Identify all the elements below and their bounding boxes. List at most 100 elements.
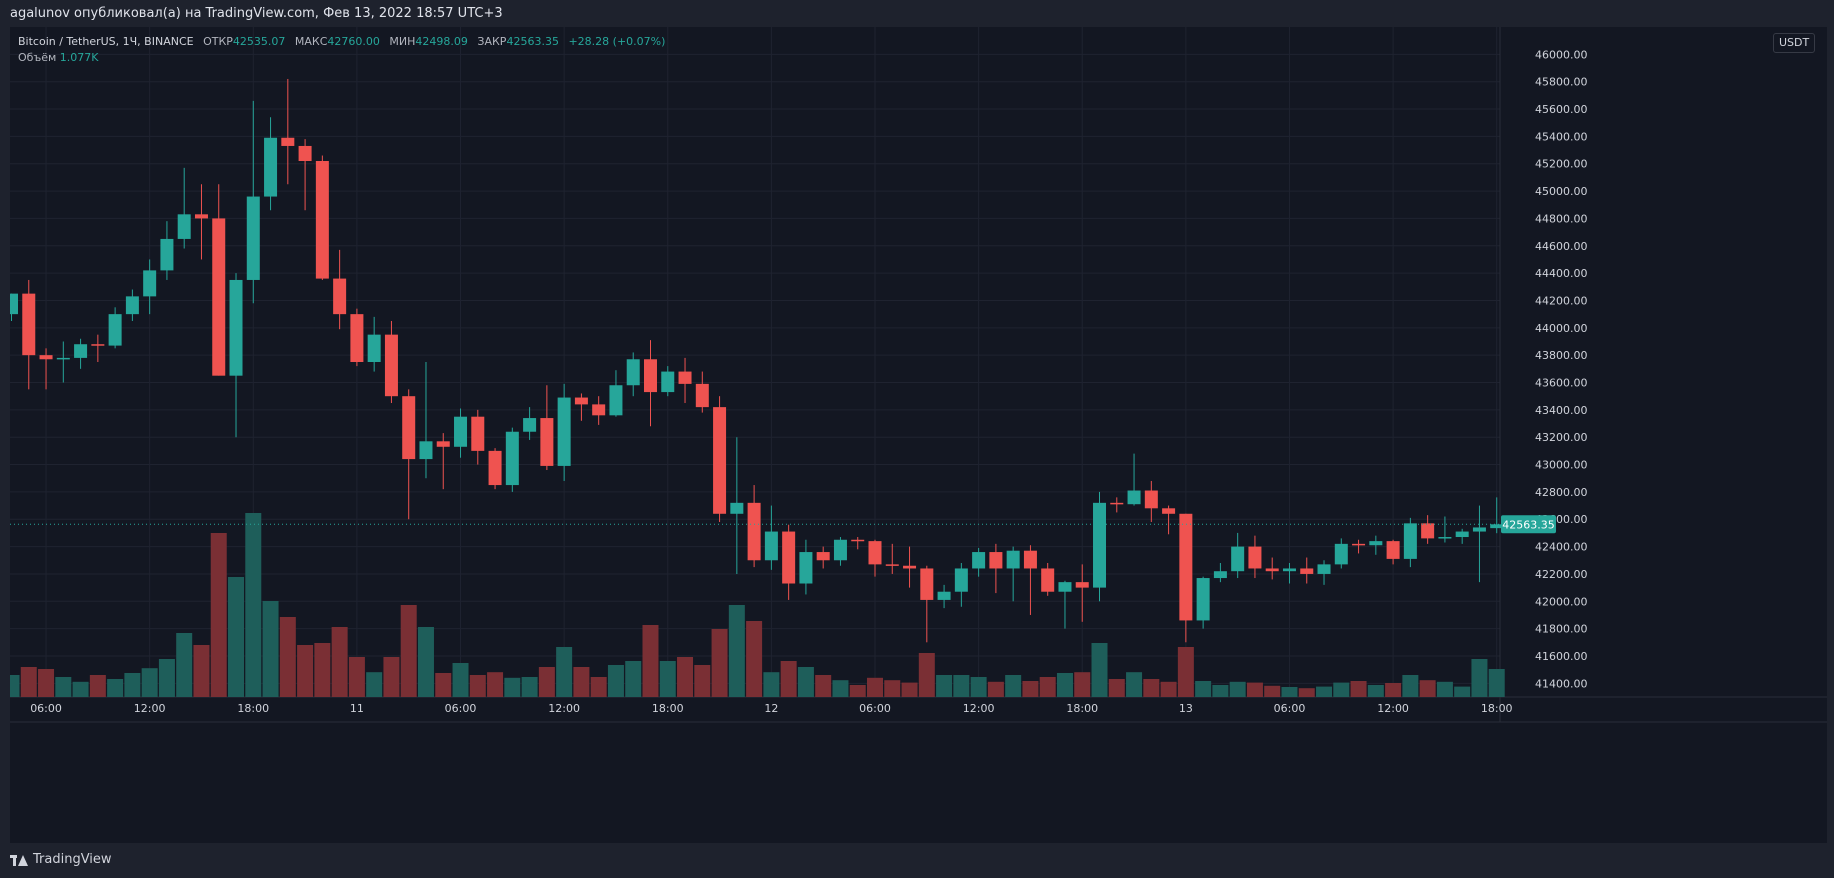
candle-body [1317,564,1331,574]
volume-bar [884,680,901,697]
candle-body [1282,568,1296,572]
volume-bar [38,669,55,697]
candle-body [39,355,53,360]
volume-value: 1.077K [59,51,99,64]
volume-bar [1022,681,1039,697]
candle-body [1196,578,1210,621]
volume-bar [521,677,538,697]
candle-body [1369,541,1383,546]
candle-body [885,564,899,566]
price-axis[interactable]: 41400.00 41600.00 41800.00 42000.00 42200.00… [1535,48,1588,690]
time-axis[interactable]: 06:00 12:00 18:00 11 06:00 12:00 18:00 12 06:00 1… [30,702,1512,715]
time-tick-label: 12:00 [1377,702,1409,715]
candle-body [609,385,623,416]
candle-body [816,552,830,561]
volume-bar [556,647,573,697]
volume-bar [1298,688,1315,697]
candle-body [920,568,934,600]
price-tick-label: 43800.00 [1535,349,1588,362]
volume-bar [677,657,694,697]
volume-bar [20,667,37,697]
candle-body [454,416,468,447]
volume-bar [1246,682,1263,697]
volume-bar [210,533,227,697]
volume-bar [936,675,953,697]
open-label: ОТКР [203,35,233,48]
candle-body [315,161,329,279]
volume-bar [176,633,193,697]
volume-bar [1143,679,1160,697]
candle-body [471,416,485,451]
volume-bar [228,577,245,697]
low-label: МИН [389,35,416,48]
candle-body [1023,550,1037,569]
change-value: +28.28 (+0.07%) [568,35,666,48]
candle-body [678,371,692,384]
price-tick-label: 43000.00 [1535,459,1588,472]
volume-bar [1367,685,1384,697]
candle-body [194,214,208,219]
price-tick-label: 42200.00 [1535,568,1588,581]
candle-body [384,334,398,397]
volume-bar [279,617,296,697]
candle-body [143,270,157,297]
candle-body [1438,537,1452,539]
candle-body [1472,527,1486,532]
candle-body [764,531,778,561]
volume-bar [1454,686,1471,697]
volume-bar [331,627,348,697]
volume-bar [573,667,590,697]
volume-bar [763,672,780,697]
chart-frame[interactable]: 41400.00 41600.00 41800.00 42000.00 42200.00… [10,27,1827,843]
price-tick-label: 44200.00 [1535,294,1588,307]
candle-body [626,359,640,386]
volume-bar [504,677,521,697]
candle-body [747,502,761,561]
candle-body [125,296,139,315]
candle-body [1386,541,1400,559]
candle-body [643,359,657,393]
volume-bar [797,667,814,697]
volume-bar [987,681,1004,697]
time-tick-label: 12:00 [963,702,995,715]
candle-body [1421,523,1435,539]
time-tick-label: 06:00 [859,702,891,715]
candle-body [74,344,88,358]
candle-body [540,418,554,466]
price-tick-label: 43400.00 [1535,404,1588,417]
brand-label: TradingView [33,852,112,867]
candle-body [989,552,1003,569]
volume-bar [953,675,970,697]
price-tick-label: 45400.00 [1535,130,1588,143]
close-value: 42563.35 [506,35,559,48]
time-tick-label: 18:00 [1481,702,1513,715]
volume-bar [124,673,141,697]
candle-body [713,407,727,514]
candle-body [954,568,968,592]
candle-body [1127,490,1141,505]
volume-bar [1212,685,1229,697]
volume-bar [659,661,676,697]
candle-body [160,238,174,271]
candle-body [1265,568,1279,572]
candle-body [505,431,519,486]
volume-bar [1195,681,1212,697]
candlestick-chart[interactable]: 41400.00 41600.00 41800.00 42000.00 42200.00… [10,27,1827,843]
symbol-label: Bitcoin / TetherUS, 1Ч, BINANCE [18,35,194,48]
volume-bar [1316,686,1333,697]
candle-body [903,565,917,569]
price-tick-label: 43600.00 [1535,377,1588,390]
candle-body [1248,546,1262,569]
candle-body [574,397,588,405]
volume-bar [314,643,331,697]
candle-body [1041,568,1055,592]
volume-bar [366,672,383,697]
price-tick-label: 45000.00 [1535,185,1588,198]
volume-bar [1333,682,1350,697]
volume-bar [1056,673,1073,697]
volume-bar [55,677,72,697]
volume-bar [72,681,89,697]
volume-bar [901,682,918,697]
currency-badge[interactable]: USDT [1773,33,1816,53]
price-tick-label: 43200.00 [1535,431,1588,444]
